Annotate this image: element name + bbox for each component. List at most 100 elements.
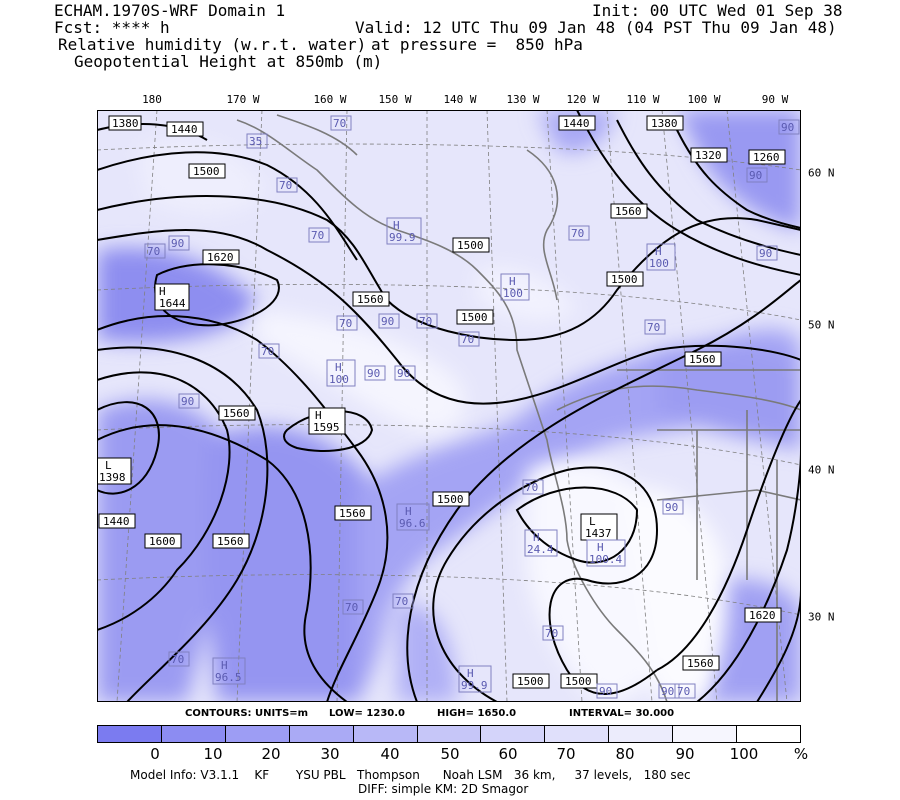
svg-text:1560: 1560 [223, 407, 250, 420]
svg-text:70: 70 [545, 627, 558, 640]
svg-text:70: 70 [333, 117, 346, 130]
colorbar-tick-label: 90 [675, 745, 695, 763]
colorbar-tick-label: 50 [440, 745, 460, 763]
colorbar-segment [98, 726, 162, 742]
contour-label: 1380 [646, 115, 684, 131]
rh-label: 90 [168, 235, 190, 251]
field-name-height: Geopotential Height at 850mb (m) [74, 52, 383, 71]
contour-label: 1380 [108, 115, 142, 131]
latitude-label: 60 N [808, 166, 835, 180]
svg-text:L: L [105, 459, 112, 472]
svg-text:1620: 1620 [749, 609, 776, 622]
latitude-label: 30 N [808, 610, 835, 624]
rh-label: 70 [276, 177, 298, 193]
rh-label: 70 [342, 599, 364, 615]
svg-text:1398: 1398 [99, 471, 126, 484]
rh-labels: 70 90 70 35 70 70 90 70 90 70 90 70 90 7… [144, 115, 800, 699]
svg-text:1380: 1380 [651, 117, 678, 130]
coastlines [236, 114, 801, 702]
svg-text:70: 70 [647, 321, 660, 334]
svg-text:90: 90 [665, 501, 678, 514]
model-title: ECHAM.1970S-WRF Domain 1 [54, 1, 286, 20]
longitude-label: 170 W [226, 93, 260, 106]
svg-text:1437: 1437 [585, 527, 612, 540]
rh-label: 70 [568, 225, 590, 241]
contour-label: 1320 [690, 147, 728, 163]
rh-label: 90 [756, 245, 778, 261]
svg-text:96.5: 96.5 [215, 671, 242, 684]
svg-text:24.4: 24.4 [527, 543, 554, 556]
rh-label: 70 [336, 315, 358, 331]
svg-text:1500: 1500 [437, 493, 464, 506]
contour-label: 1440 [98, 513, 136, 529]
contour-label: 1260 [748, 149, 786, 165]
svg-text:70: 70 [171, 653, 184, 666]
svg-text:H: H [405, 505, 412, 518]
contour-label: 1560 [684, 351, 722, 367]
colorbar-segment [609, 726, 674, 742]
rh-label: 90 [394, 365, 416, 381]
contour-units: CONTOURS: UNITS=m [185, 708, 309, 719]
svg-text:90: 90 [381, 315, 394, 328]
contour-label: 1440 [166, 121, 204, 137]
weather-map: 1380 1440 1500 1620 1560 1560 1500 1440 … [97, 110, 801, 702]
longitude-label: 100 W [687, 93, 721, 106]
longitude-label: 120 W [566, 93, 600, 106]
svg-text:90: 90 [397, 367, 410, 380]
contour-high: HIGH= 1650.0 [437, 708, 517, 719]
contour-label: 1500 [456, 309, 494, 325]
rh-high-center: H96.6 [396, 503, 430, 531]
contour-interval: INTERVAL= 30.000 [569, 708, 675, 719]
svg-text:1500: 1500 [565, 675, 592, 688]
svg-text:90: 90 [661, 685, 674, 698]
init-time: Init: 00 UTC Wed 01 Sep 38 [592, 1, 843, 20]
svg-text:1500: 1500 [461, 311, 488, 324]
contour-label: 1500 [432, 491, 470, 507]
contour-label: 1500 [188, 163, 226, 179]
forecast-hour: Fcst: **** h [54, 18, 170, 37]
colorbar-tick-label: 100 [729, 745, 759, 763]
svg-text:90: 90 [367, 367, 380, 380]
svg-text:1560: 1560 [689, 353, 716, 366]
colorbar-tick-label: 20 [261, 745, 281, 763]
longitude-label: 90 W [761, 93, 789, 106]
svg-text:70: 70 [677, 685, 690, 698]
svg-text:70: 70 [345, 601, 358, 614]
contour-label: 1560 [212, 533, 250, 549]
svg-text:1500: 1500 [457, 239, 484, 252]
colorbar-segment [737, 726, 800, 742]
colorbar-segment [545, 726, 610, 742]
svg-text:H: H [509, 275, 516, 288]
rh-label: 90 [378, 313, 400, 329]
svg-text:70: 70 [571, 227, 584, 240]
rh-high-center: H24.4 [524, 529, 558, 557]
svg-text:70: 70 [461, 333, 474, 346]
svg-text:1380: 1380 [112, 117, 139, 130]
rh-label: 90 [778, 119, 800, 135]
svg-text:1500: 1500 [517, 675, 544, 688]
svg-text:100: 100 [329, 373, 349, 386]
model-info: Model Info: V3.1.1 KF YSU PBL Thompson N… [130, 768, 691, 782]
contour-label: 1620 [744, 607, 782, 623]
rh-label: 70 [308, 227, 330, 243]
field-name-rh: Relative humidity (w.r.t. water) [58, 35, 367, 54]
svg-text:H: H [159, 285, 166, 298]
rh-label: 70 [168, 651, 190, 667]
svg-text:1644: 1644 [159, 297, 186, 310]
contour-label: 1560 [334, 505, 372, 521]
colorbar-tick-label: 80 [615, 745, 635, 763]
header-left: ECHAM.1970S-WRF Domain 1 Fcst: **** h Rela… [54, 2, 382, 70]
rh-label: 70 [644, 319, 666, 335]
rh-high-center: H96.5 [212, 657, 246, 685]
svg-text:1595: 1595 [313, 421, 340, 434]
svg-text:L: L [589, 515, 596, 528]
